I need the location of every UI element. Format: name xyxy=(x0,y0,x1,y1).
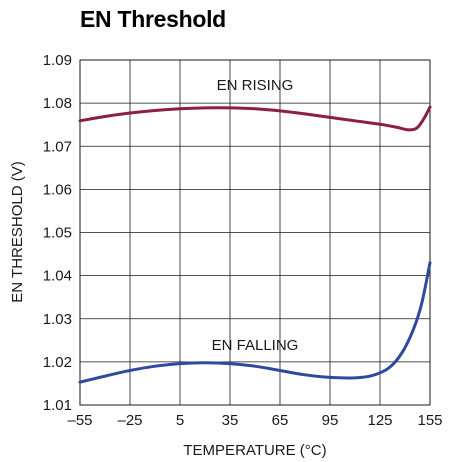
x-tick-label: 65 xyxy=(272,412,289,429)
series-label-en-falling: EN FALLING xyxy=(212,337,299,354)
x-tick-label: 95 xyxy=(322,412,339,429)
x-tick-label: 125 xyxy=(367,412,392,429)
y-tick-label: 1.02 xyxy=(43,354,72,371)
y-tick-label: 1.04 xyxy=(43,268,72,285)
y-tick-label: 1.09 xyxy=(43,52,72,69)
y-tick-label: 1.06 xyxy=(43,181,72,198)
x-tick-label: 5 xyxy=(176,412,184,429)
y-tick-label: 1.05 xyxy=(43,225,72,242)
plot-frame xyxy=(79,59,431,406)
x-axis-label: TEMPERATURE (°C) xyxy=(183,442,326,459)
chart-title: EN Threshold xyxy=(80,6,226,32)
y-axis-label: EN THRESHOLD (V) xyxy=(9,161,26,302)
y-tick-label: 1.08 xyxy=(43,95,72,112)
series-line-en-falling xyxy=(78,261,432,384)
series-labels: EN RISING EN FALLING xyxy=(212,77,299,354)
x-tick-label: 35 xyxy=(222,412,239,429)
y-tick-label: 1.07 xyxy=(43,138,72,155)
x-tick-labels: –55 –25 5 35 65 95 125 155 xyxy=(67,412,442,429)
series-label-en-rising: EN RISING xyxy=(217,77,294,94)
y-tick-label: 1.01 xyxy=(43,397,72,414)
series-group xyxy=(78,105,432,384)
y-tick-label: 1.03 xyxy=(43,311,72,328)
series-line-en-rising xyxy=(78,105,432,132)
x-tick-label: –55 xyxy=(67,412,92,429)
y-tick-labels: 1.01 1.02 1.03 1.04 1.05 1.06 1.07 1.08 1.09 xyxy=(43,52,72,414)
x-tick-label: 155 xyxy=(417,412,442,429)
x-tick-label: –25 xyxy=(117,412,142,429)
